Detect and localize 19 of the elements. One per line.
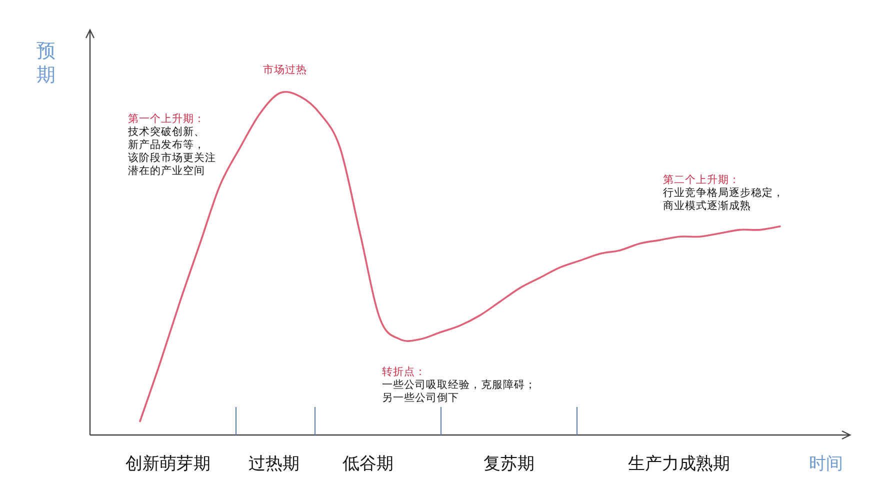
annotation: 转折点： <box>382 365 426 378</box>
text: 创新萌芽期 <box>126 454 210 474</box>
text: 市场过热 <box>263 63 307 76</box>
annotation: 另一些公司倒下 <box>382 391 459 404</box>
annotation: 新产品发布等， <box>128 138 205 151</box>
annotation: 第二个上升期： <box>663 173 740 186</box>
text: 过热期 <box>248 454 300 474</box>
annotation: 行业竞争格局逐步稳定， <box>663 186 784 199</box>
annotation: 商业模式逐渐成熟 <box>663 199 751 212</box>
text: 生产力成熟期 <box>628 454 730 474</box>
text: 低谷期 <box>342 454 394 474</box>
annotation: 技术突破创新、 <box>127 125 205 138</box>
x-axis-title: 时间 <box>809 454 843 474</box>
annotation: 第一个上升期： <box>128 112 205 125</box>
text: 复苏期 <box>484 454 534 474</box>
y-axis-title: 预期 <box>36 40 56 86</box>
annotation: 一些公司吸取经验，克服障碍； <box>382 378 536 391</box>
annotation: 该阶段市场更关注 <box>128 151 216 164</box>
annotation: 潜在的产业空间 <box>128 164 205 177</box>
